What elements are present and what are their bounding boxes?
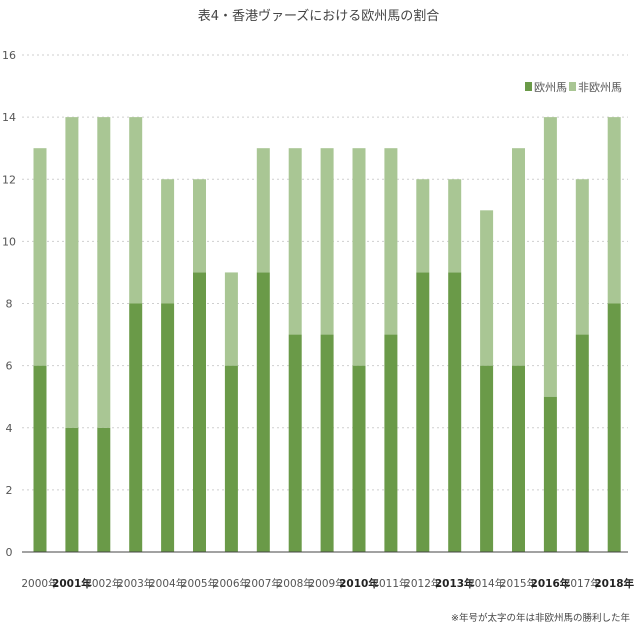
- x-tick-label: 2011年: [372, 577, 409, 590]
- x-axis-ticks: 2000年2001年2002年2003年2004年2005年2006年2007年…: [21, 577, 634, 590]
- x-tick-label: 2007年: [245, 577, 282, 590]
- bar-non-european: [512, 148, 525, 366]
- bar-european: [288, 334, 302, 552]
- y-tick-label: 2: [6, 484, 13, 497]
- bar-non-european: [161, 179, 175, 304]
- y-tick-label: 6: [6, 360, 13, 373]
- bar-european: [416, 272, 430, 552]
- legend-label-european: 欧州馬: [534, 81, 567, 94]
- y-tick-label: 10: [2, 235, 16, 248]
- x-tick-label: 2014年: [468, 577, 505, 590]
- bar-european: [352, 365, 366, 552]
- bar-non-european: [575, 179, 589, 335]
- bar-european: [256, 272, 270, 552]
- y-axis-ticks: 0 2 4 6 8 10 12 14 16: [2, 49, 16, 559]
- bar-non-european: [193, 179, 206, 273]
- y-tick-label: 4: [6, 422, 13, 435]
- bar-european: [448, 272, 462, 552]
- bar-european: [575, 334, 589, 552]
- y-tick-label: 12: [2, 173, 16, 186]
- legend-swatch-european: [525, 82, 532, 91]
- y-tick-label: 16: [2, 49, 16, 62]
- bar-european: [129, 303, 143, 552]
- chart-title: 表4・香港ヴァーズにおける欧州馬の割合: [198, 8, 440, 24]
- x-tick-label: 2012年: [404, 577, 441, 590]
- bar-european: [224, 365, 238, 552]
- bar-non-european: [480, 210, 494, 366]
- x-tick-label: 2009年: [308, 577, 345, 590]
- bar-european: [480, 365, 494, 552]
- x-tick-label: 2016年: [531, 577, 571, 590]
- x-tick-label: 2002年: [85, 577, 122, 590]
- x-tick-label: 2015年: [500, 577, 537, 590]
- y-tick-label: 8: [6, 298, 13, 311]
- x-tick-label: 2006年: [213, 577, 250, 590]
- bar-non-european: [256, 148, 270, 273]
- bar-european: [320, 334, 334, 552]
- bar-european: [65, 427, 79, 552]
- x-tick-label: 2004年: [149, 577, 186, 590]
- bar-european: [33, 365, 47, 552]
- y-tick-label: 14: [2, 111, 16, 124]
- bar-non-european: [352, 148, 366, 366]
- x-tick-label: 2001年: [52, 577, 92, 590]
- x-tick-label: 2017年: [564, 577, 601, 590]
- y-tick-label: 0: [6, 546, 13, 559]
- bar-non-european: [320, 148, 334, 335]
- x-tick-label: 2013年: [435, 577, 475, 590]
- bar-non-european: [607, 117, 621, 304]
- x-tick-label: 2010年: [339, 577, 379, 590]
- bar-non-european: [65, 117, 79, 428]
- gridlines: [22, 54, 628, 491]
- legend-label-non-european: 非欧州馬: [578, 81, 622, 94]
- bar-european: [384, 334, 398, 552]
- legend-swatch-non-european: [569, 82, 576, 91]
- x-tick-label: 2000年: [21, 577, 58, 590]
- legend: 欧州馬 非欧州馬: [525, 81, 622, 94]
- bar-european: [607, 303, 621, 552]
- bar-european: [543, 396, 557, 552]
- x-tick-label: 2003年: [117, 577, 154, 590]
- bar-non-european: [416, 179, 430, 273]
- bar-european: [512, 365, 525, 552]
- bar-non-european: [448, 179, 462, 273]
- footnote: ※年号が太字の年は非欧州馬の勝利した年: [451, 612, 630, 624]
- x-tick-label: 2005年: [181, 577, 218, 590]
- bar-european: [97, 427, 111, 552]
- bar-non-european: [129, 117, 143, 304]
- bar-non-european: [33, 148, 47, 366]
- bar-european: [193, 272, 206, 552]
- x-tick-label: 2008年: [277, 577, 314, 590]
- bar-non-european: [288, 148, 302, 335]
- bar-non-european: [224, 272, 238, 366]
- bar-non-european: [97, 117, 111, 428]
- bar-european: [161, 303, 175, 552]
- bars: [33, 117, 621, 552]
- bar-non-european: [543, 117, 557, 397]
- bar-non-european: [384, 148, 398, 335]
- x-tick-label: 2018年: [594, 577, 634, 590]
